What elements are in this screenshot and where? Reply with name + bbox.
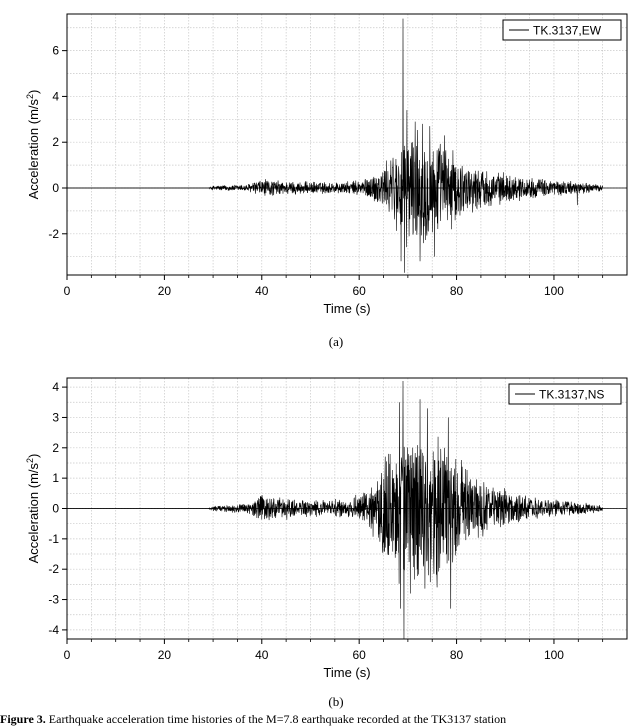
chart-panel-a: 0 20 40 60 80 100 -2 0 2 4 6 Time (s) Acceleration (… — [25, 13, 628, 349]
y-tick-label: 0 — [52, 181, 59, 195]
figure-caption: Figure 3. Earthquake acceleration time h… — [0, 712, 640, 728]
x-tick-label: 20 — [158, 648, 172, 662]
y-tick-label: 3 — [52, 410, 59, 424]
x-tick-label: 100 — [544, 284, 564, 298]
y-tick-label: -2 — [48, 562, 59, 576]
x-tick-label: 40 — [255, 648, 269, 662]
y-tick-label: 1 — [52, 471, 59, 485]
y-tick-label: 2 — [52, 441, 59, 455]
y-axis-label: Acceleration (m/s2) — [25, 454, 41, 564]
x-axis-label: Time (s) — [323, 301, 370, 316]
y-tick-label: 4 — [52, 380, 59, 394]
legend-label: TK.3137,EW — [533, 24, 602, 38]
series-line — [67, 18, 603, 273]
chart-panel-b: 0 20 40 60 80 100 -4 -3 -2 -1 0 1 2 3 4 Time (s) Acceler… — [25, 377, 628, 709]
x-tick-label: 60 — [352, 284, 366, 298]
y-tick-label: 4 — [52, 89, 59, 103]
legend-label: TK.3137,NS — [539, 388, 604, 402]
x-tick-label: 60 — [352, 648, 366, 662]
caption-label: Figure 3. — [0, 712, 46, 726]
x-tick-label: 80 — [450, 284, 464, 298]
caption-text: Earthquake acceleration time histories o… — [45, 712, 507, 726]
y-tick-label: 2 — [52, 135, 59, 149]
x-tick-label: 0 — [64, 284, 71, 298]
x-tick-label: 40 — [255, 284, 269, 298]
y-tick-label: 6 — [52, 44, 59, 58]
y-tick-label: -3 — [48, 593, 59, 607]
x-tick-label: 0 — [64, 648, 71, 662]
x-tick-label: 20 — [158, 284, 172, 298]
legend-box — [502, 19, 622, 41]
panel-label: (a) — [329, 334, 343, 349]
y-tick-label: -4 — [48, 623, 59, 637]
y-axis-label: Acceleration (m/s2) — [25, 90, 41, 200]
plot-frame — [66, 13, 628, 276]
y-tick-label: 0 — [52, 502, 59, 516]
y-tick-label: -1 — [48, 532, 59, 546]
y-tick-label: -2 — [48, 227, 59, 241]
x-axis-label: Time (s) — [323, 665, 370, 680]
panel-label: (b) — [328, 694, 343, 709]
series-line — [67, 381, 603, 640]
x-tick-label: 100 — [544, 648, 564, 662]
x-tick-label: 80 — [450, 648, 464, 662]
legend-box — [508, 383, 622, 405]
